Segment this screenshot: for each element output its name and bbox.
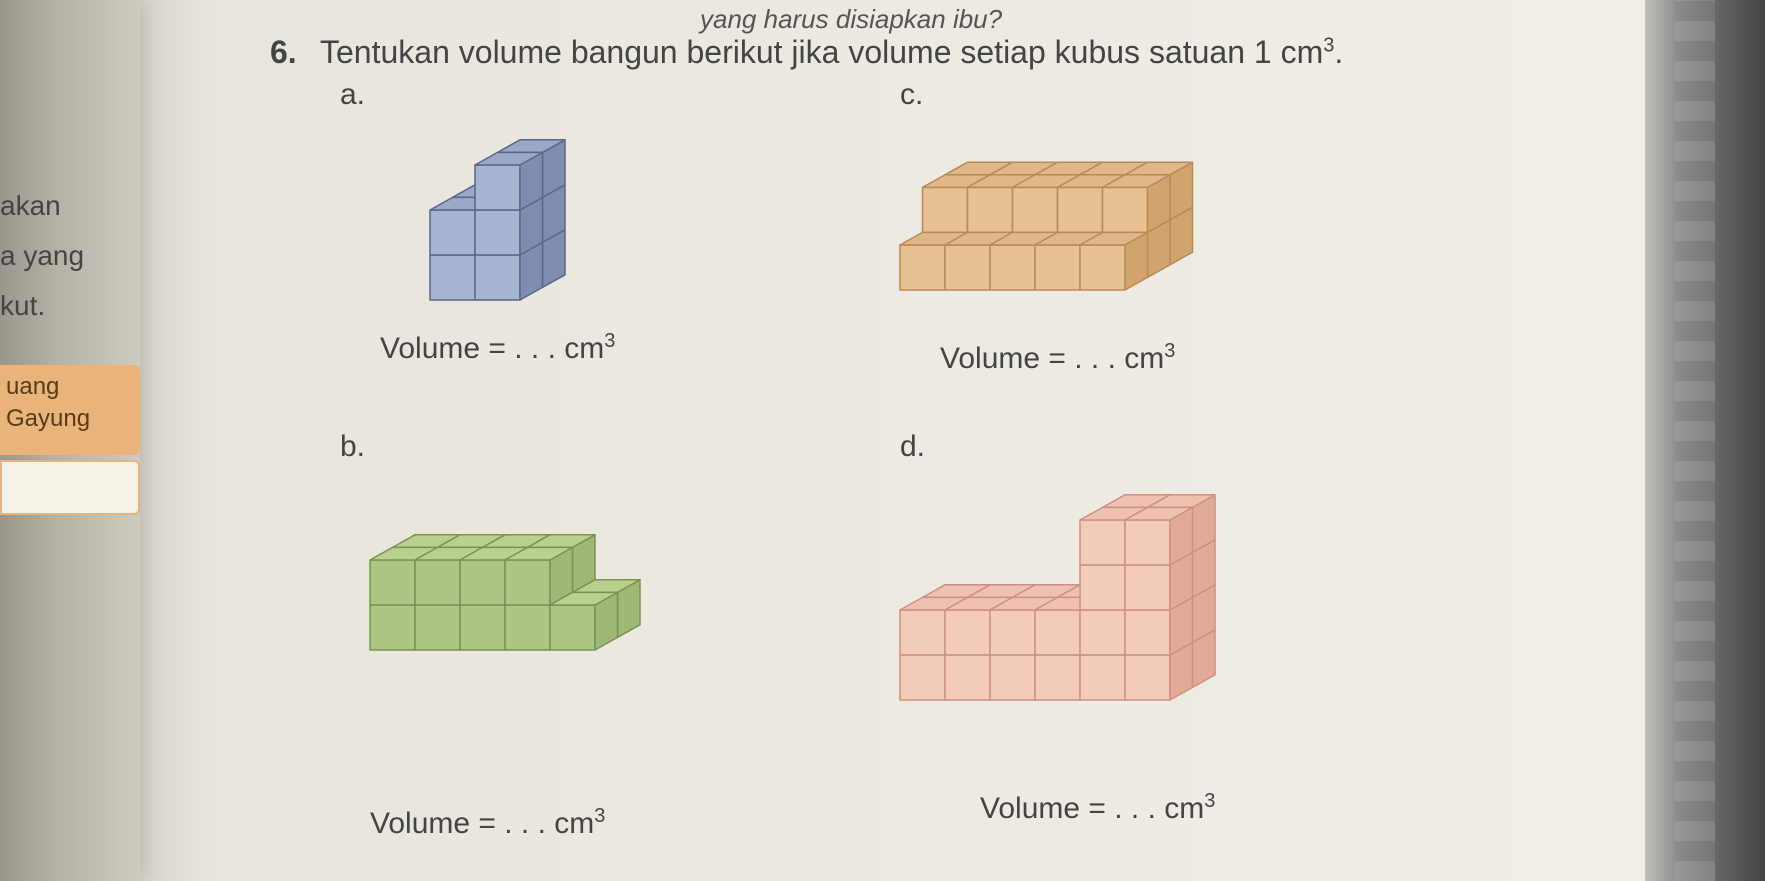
page-right-edge — [1645, 0, 1765, 881]
prev-question-fragment: yang harus disiapkan ibu? — [700, 4, 1002, 35]
left-page-fragment-3: kut. — [0, 290, 140, 322]
left-page-fragment-1: akan — [0, 190, 140, 222]
volume-label-c: Volume = . . . cm — [940, 342, 1164, 375]
question-text-pre: Tentukan volume bangun berikut jika volu… — [320, 34, 1323, 70]
question-number: 6. — [270, 34, 297, 71]
volume-text-d: Volume = . . . cm3 — [980, 790, 1215, 826]
volume-label-d: Volume = . . . cm — [980, 792, 1204, 825]
volume-sup-d: 3 — [1204, 790, 1215, 812]
volume-label-a: Volume = . . . cm — [380, 332, 604, 365]
label-a: a. — [340, 78, 365, 112]
page-content: yang harus disiapkan ibu? 6. Tentukan vo… — [180, 0, 1625, 881]
figure-b — [330, 460, 750, 680]
left-page-fragment-2: a yang — [0, 240, 140, 272]
volume-sup-c: 3 — [1164, 340, 1175, 362]
left-white-box — [0, 460, 140, 515]
question-text-sup: 3 — [1323, 34, 1334, 56]
question-text: Tentukan volume bangun berikut jika volu… — [320, 34, 1343, 71]
volume-text-b: Volume = . . . cm3 — [370, 805, 605, 841]
figure-c — [860, 90, 1320, 330]
question-text-post: . — [1334, 34, 1343, 70]
label-b: b. — [340, 430, 365, 464]
volume-label-b: Volume = . . . cm — [370, 807, 594, 840]
volume-sup-a: 3 — [604, 330, 615, 352]
orange-tab-row2: Gayung — [6, 405, 134, 433]
volume-sup-b: 3 — [594, 805, 605, 827]
left-orange-tab: uang Gayung — [0, 365, 140, 455]
figure-d — [860, 410, 1340, 740]
volume-text-a: Volume = . . . cm3 — [380, 330, 615, 366]
figure-a — [390, 70, 690, 330]
volume-text-c: Volume = . . . cm3 — [940, 340, 1175, 376]
orange-tab-row1: uang — [6, 373, 134, 401]
